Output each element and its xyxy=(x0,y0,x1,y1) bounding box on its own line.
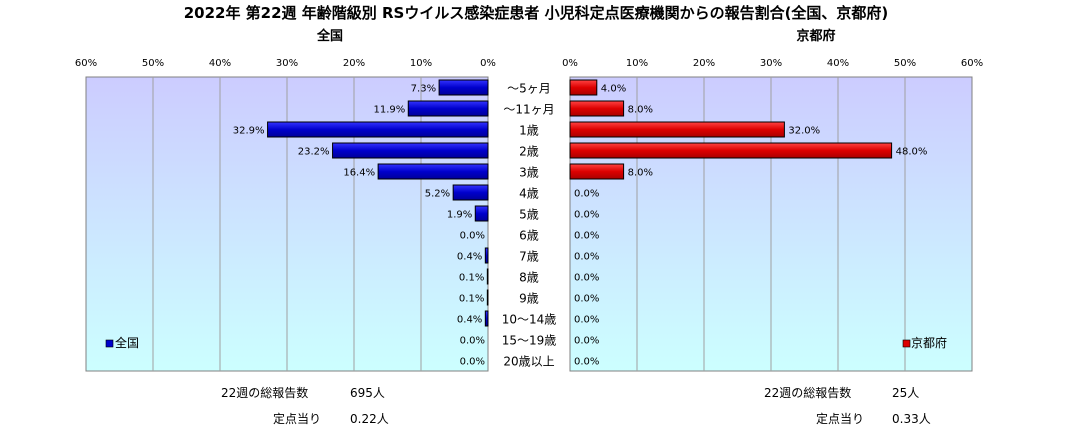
age-category-label: 1歳 xyxy=(519,124,539,138)
kyoto-x-tick-label: 0% xyxy=(562,58,578,69)
national-data-label: 0.4% xyxy=(457,315,482,326)
kyoto-bar xyxy=(569,121,785,138)
age-category-label: 10～14歳 xyxy=(502,313,557,327)
kyoto-data-label: 0.0% xyxy=(574,273,599,284)
national-data-label: 0.0% xyxy=(460,336,485,347)
chart-title: 2022年 第22週 年齢階級別 RSウイルス感染症患者 小児科定点医療機関から… xyxy=(184,4,889,22)
national-x-tick-label: 10% xyxy=(410,58,432,69)
kyoto-data-label: 0.0% xyxy=(574,252,599,263)
national-data-label: 32.9% xyxy=(233,126,265,137)
national-bar xyxy=(486,268,489,285)
age-category-label: 4歳 xyxy=(519,187,539,201)
kyoto-data-label: 8.0% xyxy=(628,168,653,179)
age-category-label: 15～19歳 xyxy=(502,334,557,348)
kyoto-total-label: 22週の総報告数 xyxy=(764,385,851,400)
kyoto-x-tick-label: 20% xyxy=(693,58,715,69)
kyoto-per-label: 定点当り xyxy=(816,411,864,426)
kyoto-total-value: 25人 xyxy=(892,386,919,400)
kyoto-legend-swatch xyxy=(902,339,911,348)
national-total-label: 22週の総報告数 xyxy=(221,385,308,400)
kyoto-data-label: 0.0% xyxy=(574,357,599,368)
national-bar xyxy=(484,247,489,264)
national-data-label: 0.0% xyxy=(460,357,485,368)
national-bar xyxy=(377,163,489,180)
kyoto-x-tick-label: 30% xyxy=(760,58,782,69)
kyoto-bar xyxy=(569,163,625,180)
kyoto-data-label: 8.0% xyxy=(628,105,653,116)
national-bar xyxy=(484,310,489,327)
national-bar xyxy=(452,184,489,201)
national-x-tick-label: 50% xyxy=(142,58,164,69)
kyoto-x-tick-label: 10% xyxy=(626,58,648,69)
national-bar xyxy=(407,100,489,117)
national-x-tick-label: 60% xyxy=(75,58,97,69)
national-x-tick-label: 30% xyxy=(276,58,298,69)
national-data-label: 0.0% xyxy=(460,231,485,242)
national-per-label: 定点当り xyxy=(273,411,321,426)
kyoto-bar xyxy=(569,100,625,117)
age-category-label: 7歳 xyxy=(519,250,539,264)
national-bar xyxy=(486,289,489,306)
kyoto-bar xyxy=(569,79,598,96)
age-category-label: ～11ヶ月 xyxy=(503,103,554,117)
national-data-label: 0.1% xyxy=(459,273,484,284)
national-per-value: 0.22人 xyxy=(350,412,389,426)
kyoto-data-label: 0.0% xyxy=(574,336,599,347)
kyoto-x-tick-label: 40% xyxy=(827,58,849,69)
national-total-value: 695人 xyxy=(350,386,385,400)
national-data-label: 5.2% xyxy=(425,189,450,200)
kyoto-data-label: 0.0% xyxy=(574,210,599,221)
national-x-tick-label: 20% xyxy=(343,58,365,69)
kyoto-per-value: 0.33人 xyxy=(892,412,931,426)
age-category-label: 20歳以上 xyxy=(503,355,554,369)
kyoto-data-label: 0.0% xyxy=(574,294,599,305)
national-data-label: 0.4% xyxy=(457,252,482,263)
kyoto-data-label: 0.0% xyxy=(574,231,599,242)
national-bar xyxy=(438,79,489,96)
kyoto-legend: 京都府 xyxy=(902,335,947,350)
age-category-label: 6歳 xyxy=(519,229,539,243)
national-data-label: 1.9% xyxy=(447,210,472,221)
national-legend-swatch xyxy=(105,339,114,348)
national-x-tick-label: 40% xyxy=(209,58,231,69)
kyoto-data-label: 32.0% xyxy=(788,126,820,137)
national-data-label: 7.3% xyxy=(411,84,436,95)
age-category-label: 2歳 xyxy=(519,145,539,159)
kyoto-data-label: 4.0% xyxy=(601,84,626,95)
age-category-label: 5歳 xyxy=(519,208,539,222)
national-data-label: 16.4% xyxy=(343,168,375,179)
national-bar xyxy=(267,121,489,138)
age-category-label: 3歳 xyxy=(519,166,539,180)
national-data-label: 11.9% xyxy=(373,105,405,116)
national-data-label: 0.1% xyxy=(459,294,484,305)
age-category-label: 9歳 xyxy=(519,292,539,306)
kyoto-data-label: 0.0% xyxy=(574,189,599,200)
national-bar xyxy=(474,205,489,222)
national-x-tick-label: 0% xyxy=(480,58,496,69)
national-legend-label: 全国 xyxy=(115,335,139,350)
kyoto-legend-label: 京都府 xyxy=(911,335,947,350)
kyoto-x-tick-label: 50% xyxy=(894,58,916,69)
national-panel-title: 全国 xyxy=(316,28,343,44)
national-legend: 全国 xyxy=(105,335,139,350)
national-bar xyxy=(332,142,489,159)
age-category-label: 8歳 xyxy=(519,271,539,285)
national-data-label: 23.2% xyxy=(298,147,330,158)
kyoto-bar xyxy=(569,142,893,159)
age-category-label: ～5ヶ月 xyxy=(507,82,551,96)
kyoto-data-label: 0.0% xyxy=(574,315,599,326)
kyoto-panel-title: 京都府 xyxy=(796,28,835,44)
kyoto-data-label: 48.0% xyxy=(896,147,928,158)
kyoto-x-tick-label: 60% xyxy=(961,58,983,69)
